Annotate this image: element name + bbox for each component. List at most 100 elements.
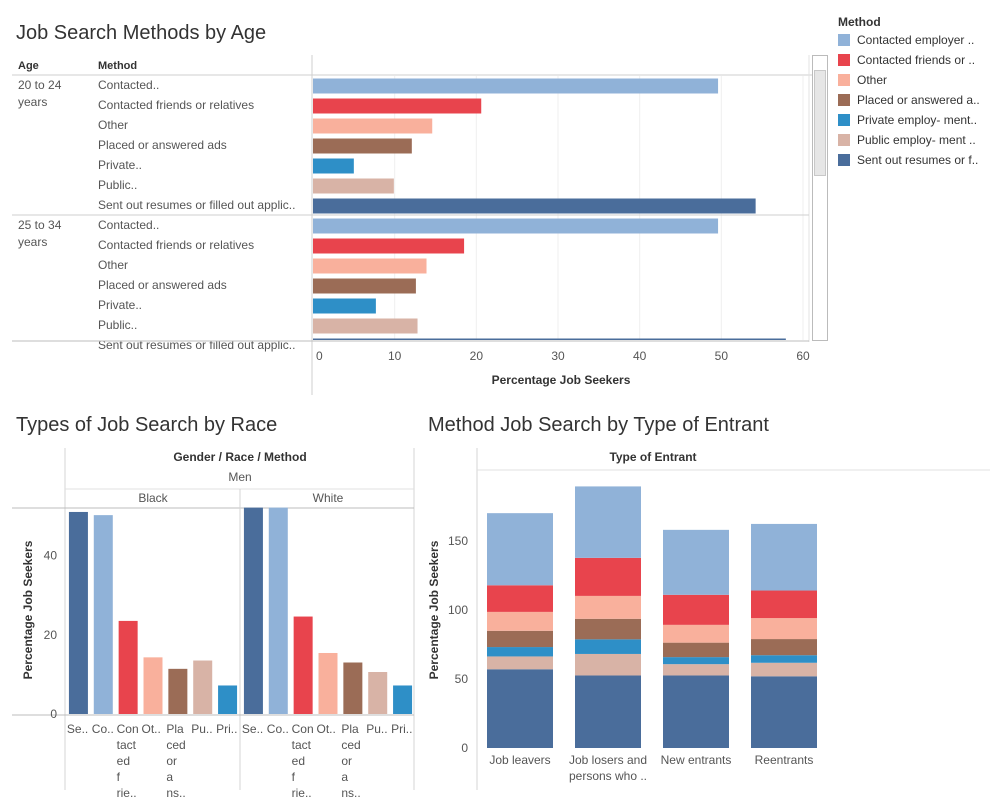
legend-swatch	[838, 34, 850, 46]
x-tick-label: tact	[292, 738, 312, 752]
legend-item[interactable]: Other	[838, 71, 887, 89]
race-bar	[343, 662, 363, 714]
stacked-segment	[751, 676, 817, 748]
x-tick-label: Pla	[166, 722, 184, 736]
stacked-segment	[663, 675, 729, 748]
legend-item[interactable]: Public employ- ment ..	[838, 131, 976, 149]
legend-swatch	[838, 54, 850, 66]
race-bar	[68, 511, 88, 714]
age-chart-scrollbar[interactable]	[812, 55, 828, 341]
method-row-label: Sent out resumes or filled out applic..	[98, 338, 295, 352]
method-row-label: Contacted friends or relatives	[98, 238, 254, 252]
legend-item[interactable]: Placed or answered a..	[838, 91, 980, 109]
x-tick-label: 40	[633, 349, 647, 363]
x-tick-label: Reentrants	[755, 753, 814, 767]
stacked-segment	[575, 486, 641, 558]
x-tick-label: Job losers and	[569, 753, 647, 767]
legend-label: Private employ- ment..	[857, 113, 978, 127]
x-tick-label: a	[341, 770, 348, 784]
entrant-chart-title: Method Job Search by Type of Entrant	[428, 414, 769, 436]
x-tick-label: Pu..	[366, 722, 387, 736]
scrollbar-thumb[interactable]	[814, 70, 826, 176]
y-axis-title: Percentage Job Seekers	[427, 540, 441, 679]
stacked-segment	[575, 557, 641, 596]
stacked-segment	[751, 639, 817, 656]
age-bar	[313, 238, 465, 254]
method-row-label: Contacted..	[98, 78, 159, 92]
method-row-label: Other	[98, 118, 128, 132]
x-tick-label: or	[341, 754, 352, 768]
stacked-segment	[575, 675, 641, 748]
stacked-segment	[751, 523, 817, 591]
method-row-label: Private..	[98, 298, 142, 312]
x-tick-label: ced	[341, 738, 360, 752]
race-bar-chart: Gender / Race / Method Men 0 20 40 Percentage…	[12, 448, 415, 800]
x-tick-label: a	[166, 770, 173, 784]
x-tick-label: ed	[292, 754, 305, 768]
stacked-segment	[663, 642, 729, 658]
stacked-segment	[751, 590, 817, 619]
y-tick-label: 150	[448, 534, 468, 548]
x-tick-label: ced	[166, 738, 185, 752]
race-bar	[118, 620, 138, 714]
legend-label: Contacted friends or ..	[857, 53, 976, 67]
legend-item[interactable]: Private employ- ment..	[838, 111, 977, 129]
legend-label: Contacted employer ..	[857, 33, 975, 47]
age-bar	[313, 218, 719, 234]
stacked-segment	[751, 618, 817, 640]
entrant-chart-header: Type of Entrant	[609, 450, 696, 464]
legend-label: Sent out resumes or f..	[857, 153, 979, 167]
stacked-segment	[663, 624, 729, 643]
race-bar	[393, 685, 413, 714]
stacked-segment	[751, 655, 817, 663]
y-tick-label: 50	[455, 672, 469, 686]
x-tick-label: ed	[117, 754, 130, 768]
stacked-segment	[575, 595, 641, 619]
gender-label: Men	[228, 470, 251, 484]
legend-swatch	[838, 154, 850, 166]
method-column-header: Method	[98, 60, 138, 72]
stacked-segment	[487, 585, 553, 612]
legend-title: Method	[838, 15, 881, 29]
age-group-label: years	[18, 95, 47, 109]
x-tick-label: Co..	[92, 722, 114, 736]
age-chart-title: Job Search Methods by Age	[16, 22, 267, 44]
x-axis-title: Percentage Job Seekers	[492, 373, 631, 387]
legend-item[interactable]: Contacted employer ..	[838, 31, 974, 49]
age-bar-chart: 20 to 24 years Contacted.. Contacted friend…	[12, 55, 812, 395]
x-tick-label: Con	[292, 722, 314, 736]
x-tick-label: Pri..	[216, 722, 237, 736]
stacked-segment	[663, 664, 729, 676]
entrant-stacked-bar-chart: Type of Entrant 0 50 100 150 Percentage Job S…	[427, 448, 990, 790]
stacked-segment	[751, 662, 817, 677]
legend-label: Public employ- ment ..	[857, 133, 976, 147]
method-row-label: Public..	[98, 318, 137, 332]
age-column-header: Age	[18, 60, 39, 72]
x-tick-label: ns..	[166, 786, 185, 800]
method-row-label: Placed or answered ads	[98, 278, 227, 292]
x-tick-label: tact	[117, 738, 137, 752]
x-tick-label: rie..	[117, 786, 137, 800]
stacked-segment	[487, 630, 553, 648]
y-tick-label: 20	[44, 628, 58, 642]
legend-swatch	[838, 134, 850, 146]
x-tick-label: f	[117, 770, 121, 784]
race-label: White	[313, 491, 344, 505]
age-bar	[313, 118, 433, 134]
x-tick-label: f	[292, 770, 296, 784]
x-tick-label: 60	[796, 349, 810, 363]
legend-swatch	[838, 114, 850, 126]
legend-item[interactable]: Contacted friends or ..	[838, 51, 975, 69]
age-bar	[313, 278, 416, 294]
race-bar	[168, 668, 188, 714]
race-bar	[293, 616, 313, 714]
x-tick-label: 10	[388, 349, 402, 363]
x-tick-label: Co..	[267, 722, 289, 736]
stacked-segment	[663, 657, 729, 665]
race-bar	[193, 660, 213, 714]
race-label: Black	[138, 491, 168, 505]
legend-item[interactable]: Sent out resumes or f..	[838, 151, 978, 169]
y-tick-label: 0	[50, 707, 57, 721]
age-bar	[313, 98, 482, 114]
race-chart-title: Types of Job Search by Race	[16, 414, 278, 436]
